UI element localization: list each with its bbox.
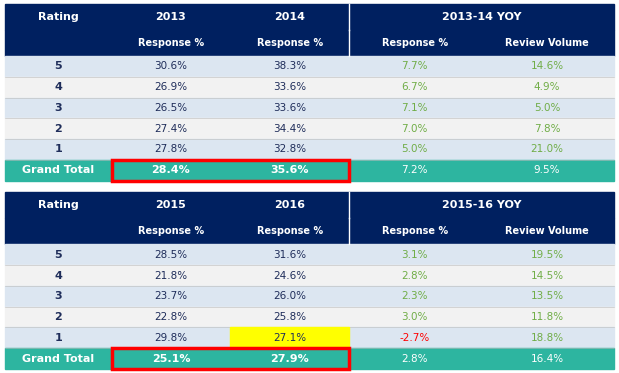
Bar (5, 30, 614, 56)
Text: 7.1%: 7.1% (401, 103, 428, 113)
Bar (5, 56, 614, 77)
Text: Response %: Response % (381, 38, 448, 48)
Text: 11.8%: 11.8% (530, 312, 564, 322)
Text: 7.2%: 7.2% (401, 165, 428, 175)
Text: 33.6%: 33.6% (273, 82, 306, 92)
Text: 7.8%: 7.8% (534, 124, 560, 134)
Text: Response %: Response % (381, 226, 448, 236)
Text: 2.3%: 2.3% (401, 291, 428, 301)
Text: 2014: 2014 (274, 12, 305, 22)
Text: -2.7%: -2.7% (399, 333, 430, 343)
Text: 2.8%: 2.8% (401, 270, 428, 280)
Text: 38.3%: 38.3% (273, 62, 306, 72)
Text: 5: 5 (54, 62, 62, 72)
Text: 4: 4 (54, 82, 62, 92)
Text: Review Volume: Review Volume (505, 38, 589, 48)
Text: 2: 2 (54, 124, 62, 134)
Text: 13.5%: 13.5% (530, 291, 564, 301)
Text: Review Volume: Review Volume (505, 226, 589, 236)
Bar (5, 307, 614, 327)
Text: 14.6%: 14.6% (530, 62, 564, 72)
Bar (5, 4, 614, 30)
Text: Response %: Response % (257, 226, 322, 236)
Text: 7.0%: 7.0% (401, 124, 428, 134)
Text: Response %: Response % (138, 226, 204, 236)
Text: 14.5%: 14.5% (530, 270, 564, 280)
Text: 28.4%: 28.4% (152, 165, 190, 175)
Text: 5.0%: 5.0% (401, 144, 428, 154)
Text: 25.8%: 25.8% (273, 312, 306, 322)
Bar (5, 160, 614, 181)
Text: 22.8%: 22.8% (154, 312, 188, 322)
Text: Rating: Rating (38, 200, 79, 210)
Text: 6.7%: 6.7% (401, 82, 428, 92)
Bar (111, 348, 349, 369)
Text: Grand Total: Grand Total (22, 354, 94, 364)
Text: 7.7%: 7.7% (401, 62, 428, 72)
Text: 34.4%: 34.4% (273, 124, 306, 134)
Text: 21.0%: 21.0% (530, 144, 563, 154)
Bar (5, 77, 614, 98)
Text: 23.7%: 23.7% (154, 291, 188, 301)
Bar (5, 244, 614, 265)
Text: 27.1%: 27.1% (273, 333, 306, 343)
Text: Response %: Response % (138, 38, 204, 48)
Bar (5, 98, 614, 118)
Text: 4: 4 (54, 270, 62, 280)
Text: 3.0%: 3.0% (401, 312, 428, 322)
Text: 33.6%: 33.6% (273, 103, 306, 113)
Text: Grand Total: Grand Total (22, 165, 94, 175)
Bar (5, 139, 614, 160)
Text: 26.5%: 26.5% (154, 103, 188, 113)
Text: 2.8%: 2.8% (401, 354, 428, 364)
Text: 16.4%: 16.4% (530, 354, 564, 364)
Text: Rating: Rating (38, 12, 79, 22)
Text: 30.6%: 30.6% (154, 62, 188, 72)
Text: 5: 5 (54, 250, 62, 260)
Bar (5, 286, 614, 307)
Text: 35.6%: 35.6% (271, 165, 309, 175)
Text: 27.4%: 27.4% (154, 124, 188, 134)
Bar (5, 192, 614, 218)
Text: 19.5%: 19.5% (530, 250, 564, 260)
Bar (5, 118, 614, 139)
Text: 4.9%: 4.9% (534, 82, 560, 92)
Text: 3: 3 (54, 291, 62, 301)
Text: 29.8%: 29.8% (154, 333, 188, 343)
Text: 1: 1 (54, 144, 62, 154)
Text: 5.0%: 5.0% (534, 103, 560, 113)
Text: 3.1%: 3.1% (401, 250, 428, 260)
Text: 9.5%: 9.5% (534, 165, 560, 175)
Text: 26.9%: 26.9% (154, 82, 188, 92)
Bar (5, 265, 614, 286)
Text: 28.5%: 28.5% (154, 250, 188, 260)
Text: 3: 3 (54, 103, 62, 113)
Bar (5, 218, 614, 244)
Text: 18.8%: 18.8% (530, 333, 564, 343)
Bar (111, 160, 349, 181)
Text: 25.1%: 25.1% (152, 354, 190, 364)
Text: 24.6%: 24.6% (273, 270, 306, 280)
Text: Response %: Response % (257, 38, 322, 48)
Text: 2: 2 (54, 312, 62, 322)
Text: 2015-16 YOY: 2015-16 YOY (442, 200, 521, 210)
Text: 2016: 2016 (274, 200, 305, 210)
Text: 1: 1 (54, 333, 62, 343)
Bar (5, 327, 614, 348)
Text: 2015: 2015 (155, 200, 186, 210)
Bar (230, 327, 349, 348)
Text: 26.0%: 26.0% (273, 291, 306, 301)
Text: 2013-14 YOY: 2013-14 YOY (442, 12, 521, 22)
Text: 27.8%: 27.8% (154, 144, 188, 154)
Text: 31.6%: 31.6% (273, 250, 306, 260)
Text: 2013: 2013 (155, 12, 186, 22)
Text: 21.8%: 21.8% (154, 270, 188, 280)
Text: 27.9%: 27.9% (271, 354, 309, 364)
Bar (5, 348, 614, 369)
Text: 32.8%: 32.8% (273, 144, 306, 154)
